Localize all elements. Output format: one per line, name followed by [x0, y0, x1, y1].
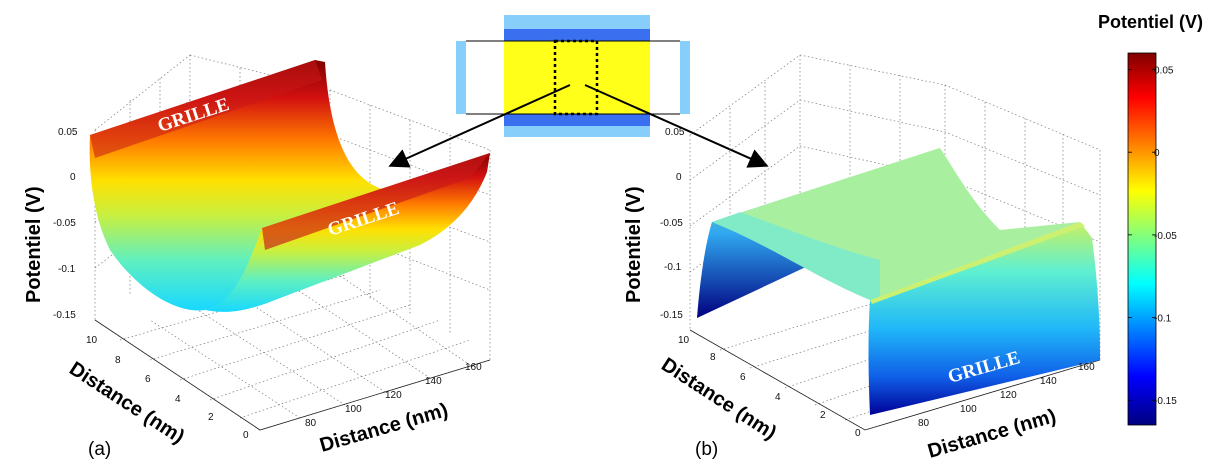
panel-a-ztick: -0.1 — [58, 264, 76, 275]
panel-b-ztick-labels: 0.05 0 -0.05 -0.1 -0.15 — [660, 127, 685, 321]
colorbar: Potentiel (V) 0.05 0 -0.05 -0.1 -0.15 — [1098, 12, 1203, 426]
panel-b-surface — [697, 148, 1100, 415]
panel-a-xtick: 120 — [385, 390, 402, 401]
colorbar-tick-label: -0.15 — [1154, 396, 1177, 407]
panel-b-ztick: -0.1 — [664, 262, 682, 273]
panel-a-ytick: 2 — [208, 412, 214, 423]
panel-a-xtick: 140 — [425, 376, 442, 387]
panel-a-ztick: 0.05 — [58, 127, 78, 138]
arrow-to-panel-a — [388, 84, 571, 168]
schematic-bottom-oxide — [504, 126, 650, 137]
colorbar-tick-label: 0 — [1154, 148, 1160, 159]
schematic-right-contact — [680, 41, 690, 114]
panel-a-zlabel: Potentiel (V) — [23, 186, 45, 303]
panel-a-ztick: -0.15 — [53, 310, 76, 321]
panel-a-xlabel: Distance (nm) — [317, 399, 450, 457]
panel-b-xtick-labels: 80 100 120 140 160 — [918, 362, 1095, 429]
colorbar-tick-label: -0.1 — [1154, 314, 1172, 325]
panel-a-ytick: 4 — [175, 394, 181, 405]
panel-b-ytick: 10 — [678, 335, 690, 346]
schematic-bottom-gate — [504, 114, 650, 126]
panel-a-ytick: 0 — [243, 430, 249, 441]
panel-b-ytick-labels: 10 8 6 4 2 0 — [678, 335, 861, 439]
panel-a-ytick: 10 — [86, 335, 98, 346]
panel-b-label: (b) — [695, 439, 718, 460]
panel-b-ztick: -0.05 — [660, 218, 683, 229]
panel-a-ztick: 0 — [70, 172, 76, 183]
panel-a-xtick: 160 — [465, 362, 482, 373]
panel-b-xlabel: Distance (nm) — [925, 405, 1058, 463]
panel-b-xtick: 100 — [960, 404, 977, 415]
schematic-left-contact — [456, 41, 466, 114]
panel-a-ytick: 8 — [115, 355, 121, 366]
panel-b-ztick: 0.05 — [665, 127, 685, 138]
panel-a-ztick-labels: 0.05 0 -0.05 -0.1 -0.15 — [53, 127, 78, 321]
panel-a-xtick-labels: 80 100 120 140 160 — [305, 362, 482, 429]
panel-b: GRILLE 0.05 0 -0.05 -0.1 -0.15 10 8 6 4 … — [623, 54, 1101, 463]
arrow-to-panel-b — [584, 84, 769, 168]
panel-b-xtick: 120 — [1000, 390, 1017, 401]
panel-b-ytick: 6 — [740, 372, 746, 383]
device-schematic — [388, 15, 769, 168]
panel-b-ytick: 4 — [775, 392, 781, 403]
schematic-channel — [504, 41, 650, 114]
panel-a-xtick: 80 — [305, 418, 317, 429]
schematic-top-gate — [504, 29, 650, 41]
schematic-zoom-box — [553, 39, 599, 116]
panel-b-xtick: 140 — [1040, 376, 1057, 387]
panel-b-ylabel: Distance (nm) — [657, 354, 780, 444]
panel-b-zlabel: Potentiel (V) — [623, 186, 645, 303]
panel-a-label: (a) — [88, 439, 111, 460]
panel-a: GRILLE GRILLE 0.05 0 -0.05 -0.1 -0.15 10… — [23, 54, 491, 460]
panel-b-ytick: 0 — [855, 428, 861, 439]
panel-b-axes — [689, 329, 1101, 431]
panel-b-ytick: 2 — [820, 410, 826, 421]
colorbar-tick-label: -0.05 — [1154, 231, 1177, 242]
panel-a-ytick: 6 — [145, 374, 151, 385]
schematic-top-oxide — [504, 15, 650, 30]
panel-b-ztick: -0.15 — [660, 310, 683, 321]
panel-a-surface — [89, 60, 490, 312]
colorbar-strip — [1127, 52, 1157, 426]
panel-a-xtick: 100 — [345, 404, 362, 415]
colorbar-tick-label: 0.05 — [1154, 66, 1174, 77]
panel-b-ytick: 8 — [710, 352, 716, 363]
panel-b-xtick: 160 — [1078, 362, 1095, 373]
panel-b-xtick: 80 — [918, 418, 930, 429]
panel-a-ylabel: Distance (nm) — [65, 358, 188, 448]
colorbar-ticks: 0.05 0 -0.05 -0.1 -0.15 — [1128, 66, 1177, 407]
colorbar-title: Potentiel (V) — [1098, 12, 1203, 32]
panel-a-ytick-labels: 10 8 6 4 2 0 — [86, 335, 249, 441]
panel-a-ztick: -0.05 — [53, 218, 76, 229]
panel-b-ztick: 0 — [676, 172, 682, 183]
panel-a-axes — [94, 319, 491, 431]
